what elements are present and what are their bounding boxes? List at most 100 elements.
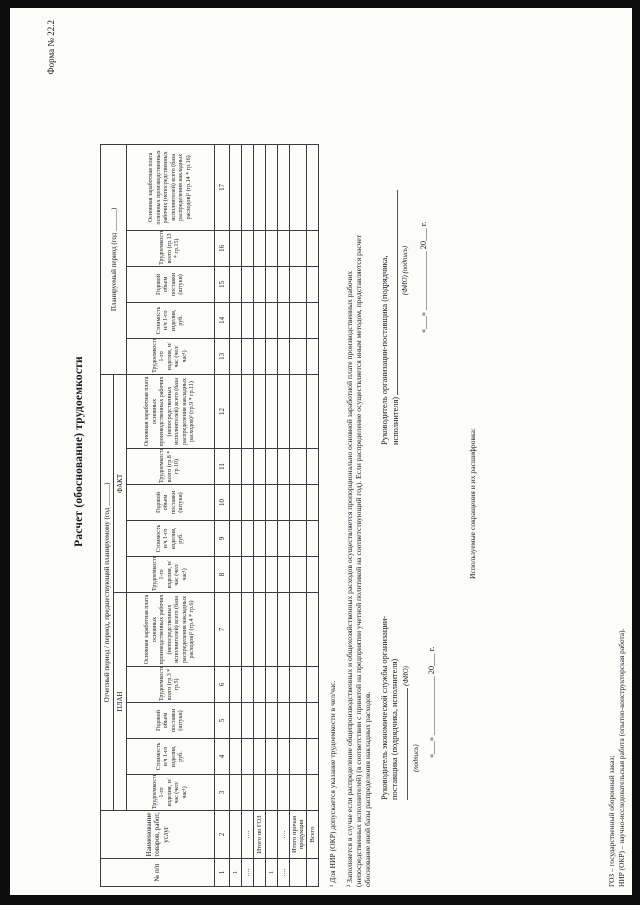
fact-header: ФАКТ: [113, 374, 127, 593]
col-number: 2: [214, 810, 230, 859]
cell: [277, 738, 290, 775]
cell: [241, 266, 254, 303]
cell: [265, 702, 278, 739]
cell: [277, 302, 290, 339]
table-row: 1: [265, 144, 278, 887]
col-number: 6: [214, 666, 230, 703]
col-header: Основная заработная плата основных произ…: [126, 592, 215, 667]
cell: [277, 144, 290, 231]
cell: [306, 484, 319, 521]
cell: [229, 302, 242, 339]
cell: [265, 374, 278, 449]
signature-left-date: «___» ______________ 20___ г.: [427, 646, 436, 758]
cell: [306, 144, 319, 231]
document-page: Форма № 22.2 Расчет (обоснование) трудое…: [10, 8, 632, 895]
cell: [265, 230, 278, 267]
col-number: 5: [214, 702, 230, 739]
form-number-label: Форма № 22.2: [46, 20, 56, 75]
signature-line: [400, 688, 408, 800]
cell: [289, 230, 307, 267]
cell: [265, 738, 278, 775]
cell: [289, 484, 307, 521]
cell: [306, 266, 319, 303]
signature-org-head: Руководитель организации-поставщика (под…: [380, 65, 429, 445]
column-numbers-row: 1 2 3 4 5 6 7 8 9 10 11 12 13 14 15 16 1…: [214, 144, 230, 887]
cell: [277, 338, 290, 375]
col-number: 13: [214, 338, 230, 375]
cell: [229, 592, 242, 667]
cell: [253, 738, 266, 775]
cell: [289, 738, 307, 775]
col-header: Трудоемкость 1-го изделия, н/час (чел/ча…: [126, 556, 215, 593]
cell: [289, 144, 307, 231]
signature-economic-head: Руководитель экономической службы органи…: [380, 540, 437, 800]
cell-name: ….: [241, 810, 254, 859]
cell: [241, 484, 254, 521]
cell: [241, 520, 254, 557]
col-header: Годовой объем поставки (штуки): [126, 266, 215, 303]
cell: [229, 484, 242, 521]
cell: [277, 702, 290, 739]
cell: [306, 774, 319, 811]
fio-podpis-caption: (ФИО) (подпись): [402, 245, 409, 295]
cell-num: [289, 858, 307, 887]
cell: [241, 702, 254, 739]
cell: [253, 484, 266, 521]
cell: [289, 448, 307, 485]
cell: [241, 592, 254, 667]
cell: [265, 338, 278, 375]
cell: [253, 374, 266, 449]
cell-name: Всего: [306, 810, 319, 859]
cell: [306, 374, 319, 449]
cell: [229, 144, 242, 231]
col-number: 8: [214, 556, 230, 593]
cell: [253, 592, 266, 667]
signature-right-line: исполнителя): [390, 65, 401, 445]
col-number: 3: [214, 774, 230, 811]
cell: [265, 666, 278, 703]
cell: [265, 556, 278, 593]
cell: [241, 144, 254, 231]
col-number: 10: [214, 484, 230, 521]
table-row: …. ….: [277, 144, 290, 887]
col-header: Основная заработная плата основных произ…: [126, 144, 215, 231]
cell: [241, 338, 254, 375]
abbreviations-block: ГОЗ – государственный оборонный заказ; Н…: [607, 629, 626, 887]
footnote-2-line1: ² Заполняется в случае если распределени…: [345, 270, 354, 887]
cell-num: [253, 858, 266, 887]
col-number: 4: [214, 738, 230, 775]
cell: [289, 702, 307, 739]
cell: [241, 302, 254, 339]
cell: [229, 556, 242, 593]
cell-name: [265, 810, 278, 859]
cell: [277, 666, 290, 703]
cell: [289, 666, 307, 703]
cell: [265, 266, 278, 303]
col-header: Стоимость н/ч 1-го изделия, руб.: [126, 520, 215, 557]
col-header: Основная заработная плата основных произ…: [126, 374, 215, 449]
signature-right-title-line1: Руководитель организации-поставщика (под…: [380, 255, 389, 445]
cell: [229, 230, 242, 267]
cell: [277, 230, 290, 267]
col-header: Трудоемкость всего (гр.13 * гр.15): [126, 230, 215, 267]
cell: [265, 520, 278, 557]
cell: [253, 230, 266, 267]
cell: [277, 484, 290, 521]
cell: [265, 448, 278, 485]
col-number: 16: [214, 230, 230, 267]
plan-period-header: Планируемый период (год ______): [100, 144, 127, 375]
cell-num: ….: [277, 858, 290, 887]
footnote-1: ¹ Для НИР (ОКР) допускается указание тру…: [328, 680, 337, 887]
cell: [277, 556, 290, 593]
cell: [241, 666, 254, 703]
cell: [253, 266, 266, 303]
cell: [253, 520, 266, 557]
cell: [241, 230, 254, 267]
table-row: …. ….: [241, 144, 254, 887]
cell: [241, 374, 254, 449]
cell-name: [229, 810, 242, 859]
abbreviations-heading: Используемые сокращения и их расшифровка…: [468, 427, 477, 579]
cell: [229, 338, 242, 375]
cell: [253, 556, 266, 593]
cell: [229, 448, 242, 485]
